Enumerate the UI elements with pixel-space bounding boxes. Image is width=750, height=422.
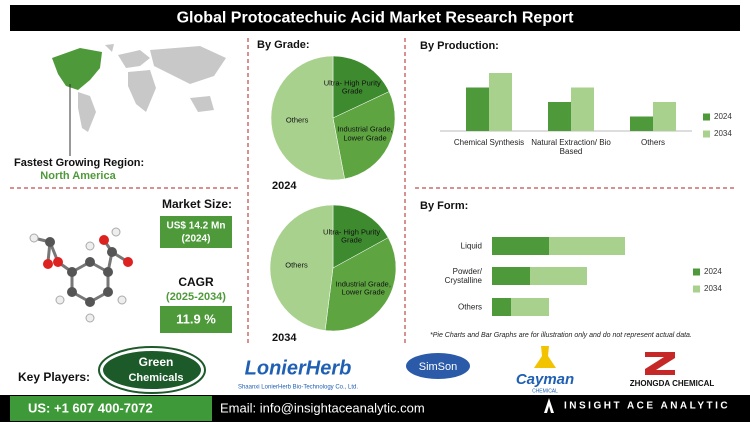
- footnote: *Pie Charts and Bar Graphs are for illus…: [430, 332, 692, 339]
- logo-text: ZHONGDA CHEMICAL: [630, 379, 715, 388]
- bar: [571, 87, 594, 131]
- pie-slice: [269, 204, 334, 331]
- chart-title: 2024: [272, 180, 297, 192]
- legend-swatch: [703, 113, 710, 121]
- bar: [466, 87, 489, 131]
- cagr-period: (2025-2034): [166, 291, 226, 303]
- logo-text: SimSon: [419, 361, 458, 373]
- title: Global Protocatechuic Acid Market Resear…: [177, 10, 575, 27]
- slice-label: Industrial Grade, Lower Grade: [335, 278, 391, 297]
- molecule: [29, 227, 133, 323]
- section-heading: By Grade:: [257, 39, 310, 51]
- email: Email: info@insightaceanalytic.com: [220, 400, 425, 415]
- title-bar: [10, 5, 740, 31]
- region-label: Fastest Growing Region:: [14, 157, 144, 169]
- logo-text: Chemicals: [128, 372, 183, 384]
- logo-text: LonierHerb: [245, 357, 352, 379]
- cagr-box: [160, 306, 232, 333]
- region-value: North America: [40, 170, 116, 182]
- legend-label: 2034: [704, 284, 722, 293]
- legend-label: 2024: [704, 267, 722, 276]
- market-size-box: [160, 216, 232, 248]
- pie-slice: [332, 204, 389, 269]
- market-size-label: Market Size:: [162, 197, 232, 211]
- pie-slice: [332, 91, 396, 180]
- bar: [548, 102, 571, 131]
- logo-shape: [98, 346, 206, 394]
- market-size-year: (2024): [182, 234, 211, 245]
- logo-shape: [645, 352, 675, 375]
- category-label: Powder/ Crystalline: [444, 266, 482, 285]
- bar: [630, 116, 653, 131]
- phone-box: [10, 396, 212, 421]
- logo-text: Shaanxi LonierHerb Bio-Technology Co., L…: [238, 385, 358, 391]
- cagr-label: CAGR: [178, 275, 214, 289]
- bar: [549, 237, 625, 255]
- pie-slice: [324, 237, 397, 332]
- bar: [492, 298, 511, 316]
- legend-swatch: [693, 268, 700, 276]
- pie-slice: [270, 55, 345, 181]
- legend-swatch: [693, 285, 700, 293]
- logo-text: Cayman: [516, 371, 574, 388]
- logo-shape: [406, 353, 470, 379]
- bar: [489, 73, 512, 131]
- slice-label: Others: [285, 260, 308, 270]
- cagr-value: 11.9 %: [176, 311, 216, 326]
- chart-title: By Production:: [420, 40, 499, 52]
- chart-title: 2034: [272, 332, 297, 344]
- legend-label: 2024: [714, 112, 732, 121]
- chart-title: By Form:: [420, 200, 468, 212]
- bar: [492, 237, 549, 255]
- brand: INSIGHT ACE ANALYTIC: [564, 401, 730, 412]
- market-size-value: US$ 14.2 Mn: [167, 221, 226, 232]
- category-label: Chemical Synthesis: [453, 138, 525, 147]
- logo-text: Green: [139, 355, 174, 369]
- category-label: Liquid: [460, 241, 482, 251]
- category-label: Natural Extraction/ Bio Based: [531, 138, 611, 157]
- bar: [511, 298, 549, 316]
- world-map: [52, 44, 226, 132]
- legend-label: 2034: [714, 129, 732, 138]
- logo-shape: [534, 346, 556, 368]
- phone: US: +1 607 400-7072: [28, 400, 153, 415]
- category-label: Others: [457, 302, 482, 312]
- category-label: Others: [640, 138, 665, 147]
- logo-shape: [101, 349, 203, 391]
- logo-text: CHEMICAL: [532, 388, 558, 394]
- legend-swatch: [703, 130, 710, 138]
- bar: [653, 102, 676, 131]
- brand-icon: [544, 398, 554, 413]
- pie-slice: [332, 55, 390, 119]
- slice-label: Others: [285, 116, 309, 126]
- key-players-label: Key Players:: [18, 370, 90, 384]
- bar: [530, 267, 587, 285]
- slice-label: Industrial Grade, Lower Grade: [337, 124, 393, 143]
- bar: [492, 267, 530, 285]
- slice-label: Ultra- High Purity Grade: [323, 226, 381, 245]
- slice-label: Ultra- High Purity Grade: [323, 78, 381, 96]
